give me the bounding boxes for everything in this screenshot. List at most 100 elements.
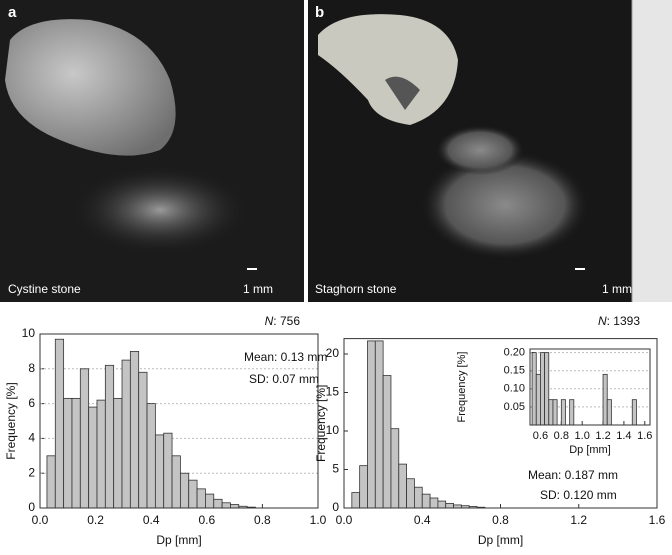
bar (88, 406, 98, 509)
y-tick-label: 8 (28, 361, 35, 375)
bar (138, 371, 148, 509)
bar (367, 340, 376, 509)
x-tick-label: 0.4 (143, 513, 160, 527)
bar (437, 500, 447, 509)
x-tick-label: 1.6 (637, 430, 652, 442)
x-tick-label: 0.8 (254, 513, 271, 527)
mean-label: Mean: 0.13 mm (244, 350, 327, 364)
x-tick-label: 0.0 (336, 513, 353, 527)
bar (421, 493, 431, 509)
y-tick-label: 0 (28, 500, 35, 514)
bar (548, 399, 554, 426)
bar (230, 504, 240, 509)
panel-label: a (8, 4, 17, 21)
y-axis-label: Frequency [%] (456, 352, 468, 423)
bar (96, 399, 106, 509)
sample-size: N: 1393 (598, 314, 640, 328)
bar (351, 492, 361, 509)
sd-label: SD: 0.07 mm (249, 372, 319, 386)
y-tick-label: 0.20 (504, 347, 525, 359)
x-tick-label: 1.0 (310, 513, 327, 527)
bar (414, 486, 423, 509)
photo-a: a Cystine stone 1 mm (0, 0, 304, 302)
x-axis-label: Dp [mm] (478, 533, 523, 547)
bar (390, 428, 400, 509)
y-tick-label: 0.10 (504, 383, 525, 395)
x-tick-label: 0.6 (533, 430, 548, 442)
y-tick-label: 4 (28, 431, 35, 445)
bar (606, 399, 612, 426)
bar (552, 399, 558, 426)
bar (179, 472, 190, 509)
bar (535, 373, 541, 426)
bar (531, 352, 537, 426)
n-symbol: N (598, 314, 607, 328)
photo-caption: Staghorn stone (315, 282, 397, 296)
bar (445, 502, 454, 509)
bar (104, 364, 115, 509)
bar (540, 352, 546, 426)
bar (602, 373, 608, 426)
bar (46, 455, 56, 509)
x-tick-label: 0.8 (554, 430, 569, 442)
plot-frame (343, 338, 658, 509)
x-tick-label: 1.4 (616, 430, 631, 442)
x-tick-label: 0.4 (414, 513, 431, 527)
y-tick-label: 20 (326, 346, 340, 360)
bar (398, 463, 407, 509)
x-axis-label: Dp [mm] (569, 444, 611, 456)
bar (213, 498, 223, 509)
bar (63, 397, 73, 509)
bar (374, 340, 384, 509)
y-tick-label: 0.05 (504, 401, 525, 413)
bar (221, 502, 231, 509)
x-tick-label: 1.2 (595, 430, 610, 442)
bar (146, 403, 156, 509)
scale-label: 1 mm (602, 282, 632, 296)
bar (154, 434, 165, 509)
bar (196, 488, 206, 509)
n-value: : 756 (273, 314, 300, 328)
bar (54, 338, 65, 509)
n-symbol: N (265, 314, 274, 328)
photo-b: b Staghorn stone 1 mm (308, 0, 672, 302)
y-axis-label: Frequency [%] (314, 385, 328, 462)
scale-label: 1 mm (243, 282, 273, 296)
bar (382, 375, 392, 509)
bar (121, 359, 131, 509)
x-tick-label: 1.0 (575, 430, 590, 442)
bar (569, 399, 575, 426)
x-axis-label: Dp [mm] (156, 533, 201, 547)
sample-size: N: 756 (265, 314, 301, 328)
photo-caption: Cystine stone (8, 282, 81, 296)
y-tick-label: 0 (332, 500, 339, 514)
bar (113, 397, 123, 509)
n-value: : 1393 (607, 314, 641, 328)
bar (544, 352, 550, 426)
y-tick-label: 6 (28, 396, 35, 410)
y-tick-label: 0.15 (504, 365, 525, 377)
sd-label: SD: 0.120 mm (540, 488, 617, 502)
y-tick-label: 5 (332, 462, 339, 476)
bar (359, 465, 368, 509)
y-tick-label: 2 (28, 465, 35, 479)
bar (171, 455, 181, 509)
plot-frame (529, 348, 651, 426)
x-tick-label: 1.2 (570, 513, 587, 527)
plot-frame (39, 333, 319, 509)
bar (406, 478, 415, 509)
x-tick-label: 0.8 (492, 513, 509, 527)
y-axis-label: Frequency [%] (4, 382, 18, 459)
panel-label: b (315, 4, 324, 21)
bar (429, 497, 439, 509)
bar (163, 432, 173, 509)
bar (631, 399, 637, 426)
x-tick-label: 0.0 (32, 513, 49, 527)
bar (129, 350, 140, 509)
bar (188, 479, 198, 509)
y-tick-label: 10 (22, 326, 36, 340)
x-tick-label: 0.2 (87, 513, 104, 527)
bar (71, 397, 81, 509)
